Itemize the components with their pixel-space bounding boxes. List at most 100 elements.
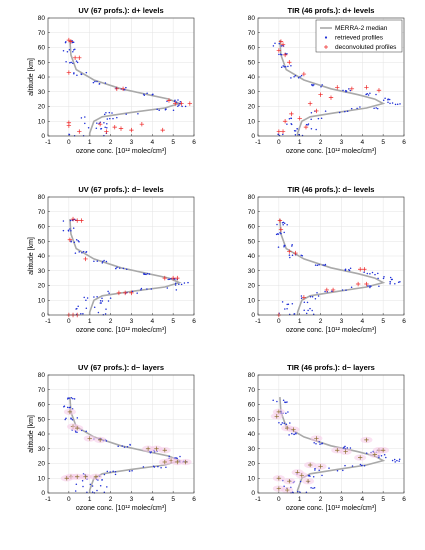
retrieved-point (294, 74, 297, 77)
retrieved-point (178, 104, 180, 106)
retrieved-point (391, 278, 393, 281)
x-tick-label: 3 (340, 496, 344, 503)
y-tick-label: 30 (38, 446, 46, 453)
retrieved-point (350, 286, 353, 289)
retrieved-point (370, 285, 372, 288)
retrieved-point (96, 295, 98, 298)
x-tick-label: 6 (192, 318, 196, 325)
retrieved-point (123, 89, 126, 91)
deconvoluted-point (67, 409, 73, 415)
retrieved-point (349, 89, 352, 92)
retrieved-point (96, 489, 98, 492)
retrieved-point (68, 133, 70, 135)
x-tick-label: 5 (381, 139, 385, 146)
y-tick-label: 80 (248, 15, 256, 22)
retrieved-point (280, 45, 283, 47)
retrieved-point (104, 313, 107, 315)
legend-entry: MERRA-2 median (335, 25, 388, 32)
retrieved-point (366, 272, 369, 275)
retrieved-point (286, 303, 288, 306)
retrieved-point (165, 466, 167, 469)
retrieved-point (374, 273, 376, 276)
retrieved-point (365, 93, 368, 96)
x-tick-label: 4 (150, 496, 154, 503)
y-tick-label: 20 (248, 461, 256, 468)
y-tick-label: 50 (38, 416, 46, 423)
retrieved-point (286, 401, 288, 403)
x-tick-label: 1 (298, 318, 302, 325)
retrieved-point (359, 106, 361, 108)
retrieved-point (74, 252, 77, 254)
retrieved-point (84, 116, 86, 118)
deconvoluted-point (162, 448, 167, 453)
retrieved-point (82, 250, 85, 253)
y-tick-label: 0 (251, 133, 255, 140)
retrieved-point (178, 283, 180, 286)
retrieved-point (105, 112, 107, 114)
deconvoluted-point (276, 486, 282, 491)
deconvoluted-point (335, 85, 340, 90)
retrieved-point (290, 117, 292, 120)
retrieved-point (62, 220, 65, 222)
retrieved-point (151, 93, 154, 96)
retrieved-point (66, 398, 69, 400)
retrieved-point (174, 278, 176, 280)
retrieved-point (289, 256, 291, 259)
retrieved-point (394, 283, 396, 285)
retrieved-point (276, 400, 278, 403)
deconvoluted-point (97, 122, 103, 127)
x-tick-label: 2 (109, 139, 113, 146)
deconvoluted-point (64, 476, 69, 481)
retrieved-point (77, 240, 79, 242)
retrieved-point (125, 268, 128, 270)
deconvoluted-point (362, 267, 367, 272)
x-tick-label: 2 (319, 496, 323, 503)
retrieved-point (310, 118, 312, 120)
retrieved-point (290, 77, 292, 79)
retrieved-point (73, 72, 75, 75)
y-tick-label: 50 (38, 238, 46, 245)
retrieved-point (75, 483, 78, 486)
y-tick-label: 70 (248, 209, 256, 216)
retrieved-point (301, 255, 304, 257)
y-tick-label: 30 (38, 89, 46, 96)
deconvoluted-point (187, 101, 193, 106)
deconvoluted-point (87, 436, 92, 441)
x-tick-label: 0 (277, 318, 281, 325)
retrieved-point (187, 281, 189, 284)
retrieved-point (62, 49, 65, 52)
axes-frame (257, 196, 405, 316)
retrieved-point (399, 103, 401, 105)
retrieved-point (72, 50, 74, 53)
deconvoluted-point (282, 52, 288, 58)
deconvoluted-point (287, 479, 292, 484)
retrieved-point (174, 284, 177, 286)
merra2-median-line (279, 219, 386, 315)
y-tick-label: 50 (38, 59, 46, 66)
retrieved-point (96, 80, 98, 83)
legend-box (315, 19, 403, 53)
retrieved-point (93, 306, 96, 309)
retrieved-point (131, 470, 133, 472)
retrieved-point (300, 297, 303, 299)
retrieved-point (397, 281, 400, 284)
retrieved-point (365, 452, 368, 454)
retrieved-point (106, 486, 108, 488)
legend-entry: deconvoluted profiles (335, 44, 397, 51)
deconvoluted-point (276, 129, 282, 134)
chart-title: UV (67 profs.): d− layers (78, 363, 164, 372)
retrieved-point (293, 433, 295, 436)
retrieved-point (276, 233, 279, 235)
deconvoluted-point (280, 129, 286, 134)
retrieved-point (383, 275, 385, 278)
retrieved-point (91, 491, 94, 493)
retrieved-point (316, 264, 319, 266)
retrieved-point (99, 484, 102, 487)
x-tick-label: 4 (360, 496, 364, 503)
retrieved-point (146, 288, 148, 290)
retrieved-point (97, 311, 100, 314)
retrieved-point (291, 302, 294, 305)
deconvoluted-point (145, 446, 151, 451)
retrieved-point (324, 290, 326, 293)
